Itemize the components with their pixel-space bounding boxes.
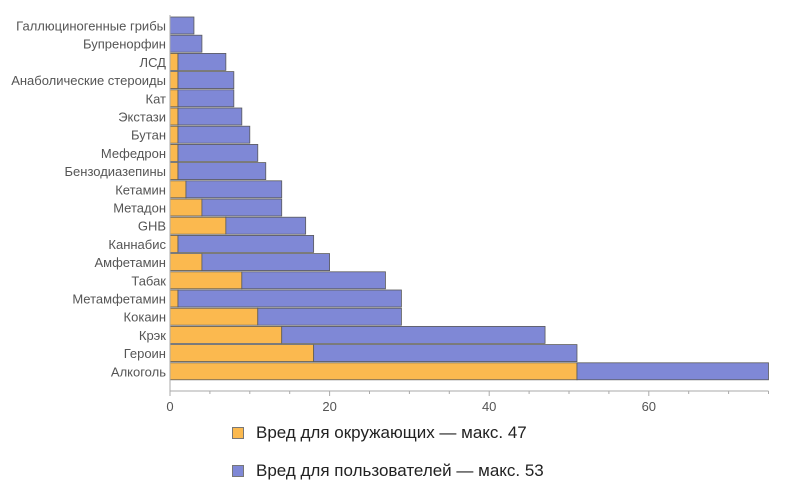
bars-layer <box>169 16 769 381</box>
bar-others-13 <box>169 253 203 272</box>
bar-users-1 <box>169 34 203 53</box>
legend: Вред для окружающих — макс. 47 Вред для … <box>232 422 544 498</box>
bar-users-3 <box>177 71 235 89</box>
x-tick-label: 60 <box>642 399 656 414</box>
bar-users-17 <box>281 325 546 344</box>
bar-users-14 <box>241 271 386 290</box>
category-label: Анаболические стероиды <box>11 73 166 88</box>
bar-users-8 <box>177 162 267 181</box>
category-label: Бупренорфин <box>83 37 166 52</box>
bar-others-7 <box>169 143 179 162</box>
bar-users-4 <box>177 89 235 108</box>
stacked-bar-chart: Галлюциногенные грибы Бупренорфин ЛСД Анабо… <box>11 15 769 414</box>
bar-others-14 <box>169 271 243 290</box>
bar-others-12 <box>169 234 179 253</box>
category-label: Кат <box>146 91 167 106</box>
bar-others-6 <box>169 125 179 144</box>
bar-others-9 <box>169 180 187 199</box>
category-label: Героин <box>124 346 166 361</box>
category-label: Амфетамин <box>94 255 166 270</box>
bar-others-8 <box>169 162 179 181</box>
legend-label-users: Вред для пользователей — макс. 53 <box>256 461 544 480</box>
bar-others-15 <box>169 289 179 308</box>
bar-others-5 <box>169 107 179 126</box>
category-label: Крэк <box>139 328 166 343</box>
bar-users-5 <box>177 107 243 126</box>
category-label: Метамфетамин <box>72 292 166 307</box>
bar-users-15 <box>177 289 402 308</box>
category-label: Бутан <box>131 128 166 143</box>
legend-item-others: Вред для окружающих — макс. 47 <box>232 422 544 444</box>
bar-users-6 <box>177 125 251 144</box>
bar-users-19 <box>576 362 769 381</box>
bar-users-9 <box>185 180 283 199</box>
legend-swatch-users <box>232 465 244 477</box>
category-label: Каннабис <box>108 237 166 252</box>
bar-others-19 <box>169 362 578 381</box>
x-axis: 0 20 40 60 <box>166 390 769 414</box>
bar-users-12 <box>177 234 315 253</box>
chart: Галлюциногенные грибы Бупренорфин ЛСД Анабо… <box>11 15 769 480</box>
bar-others-4 <box>169 89 179 108</box>
category-label: Метадон <box>113 201 166 216</box>
category-label: Табак <box>131 273 166 288</box>
x-tick-label: 20 <box>322 399 336 414</box>
bar-users-7 <box>177 143 259 162</box>
bar-others-10 <box>169 198 203 217</box>
category-label: Кетамин <box>115 182 166 197</box>
bar-others-11 <box>169 216 227 235</box>
legend-item-users: Вред для пользователей — макс. 53 <box>232 460 544 482</box>
legend-swatch-others <box>232 427 244 439</box>
category-label: ЛСД <box>140 55 167 70</box>
bar-others-2 <box>169 53 179 71</box>
category-label: Алкоголь <box>111 364 166 379</box>
bar-others-3 <box>169 71 179 89</box>
bar-users-0 <box>169 16 195 35</box>
x-tick-label: 0 <box>166 399 173 414</box>
bar-others-16 <box>169 307 259 326</box>
bar-users-16 <box>257 307 402 326</box>
bar-users-13 <box>201 253 330 272</box>
legend-label-others: Вред для окружающих — макс. 47 <box>256 423 527 442</box>
category-label: Мефедрон <box>101 146 166 161</box>
category-label: Экстази <box>118 110 166 125</box>
bar-others-18 <box>169 344 315 363</box>
bar-users-2 <box>177 53 227 71</box>
category-label: Бензодиазепины <box>65 164 167 179</box>
bar-others-17 <box>169 325 283 344</box>
category-label: GHB <box>138 219 166 234</box>
category-label: Галлюциногенные грибы <box>16 19 166 34</box>
bar-users-11 <box>225 216 307 235</box>
bar-users-10 <box>201 198 283 217</box>
category-label: Кокаин <box>124 310 166 325</box>
x-tick-label: 40 <box>482 399 496 414</box>
category-labels: Галлюциногенные грибы Бупренорфин ЛСД Анабо… <box>11 19 166 380</box>
bar-users-18 <box>313 344 578 363</box>
